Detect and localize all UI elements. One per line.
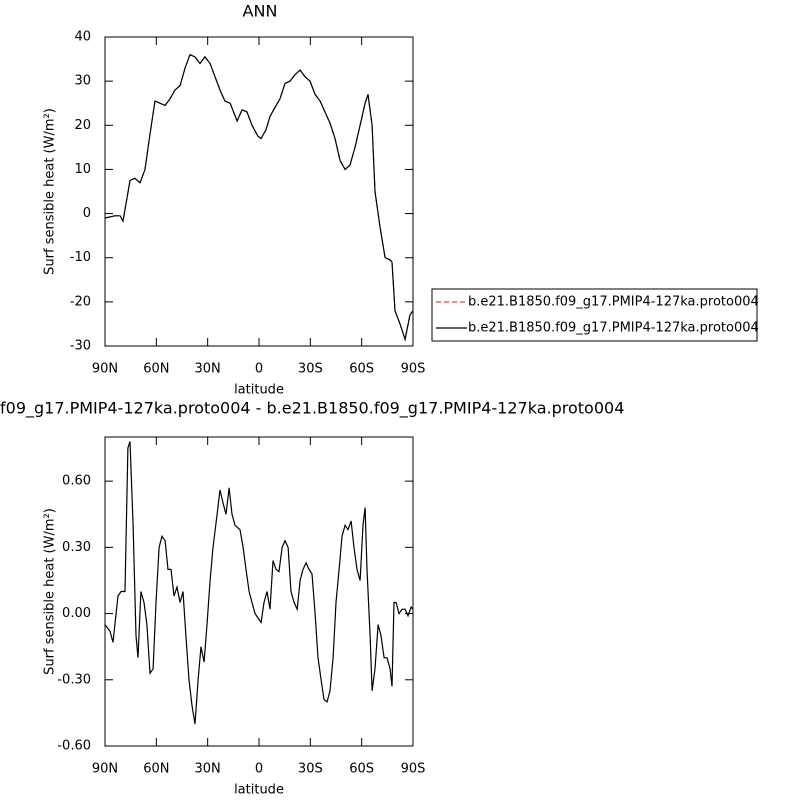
legend-box bbox=[431, 288, 758, 342]
y-tick-label: 20 bbox=[74, 118, 91, 133]
y-tick-label: 30 bbox=[74, 74, 91, 89]
chart-title: ANN bbox=[243, 2, 278, 21]
x-tick-label: 60S bbox=[349, 362, 374, 377]
x-tick-label: 90S bbox=[401, 362, 426, 377]
x-tick-label: 0 bbox=[255, 762, 263, 777]
y-tick-label: 40 bbox=[74, 30, 91, 45]
x-tick-label: 90S bbox=[401, 762, 426, 777]
x-tick-label: 0 bbox=[255, 362, 263, 377]
x-tick-label: 60N bbox=[143, 762, 169, 777]
y-axis-label: Surf sensible heat (W/m²) bbox=[43, 108, 58, 275]
x-tick-label: 60S bbox=[349, 762, 374, 777]
x-tick-label: 60N bbox=[143, 362, 169, 377]
y-tick-label: 0.60 bbox=[62, 474, 91, 489]
x-tick-label: 90N bbox=[92, 362, 118, 377]
legend-label: b.e21.B1850.f09_g17.PMIP4-127ka.proto004 bbox=[468, 295, 759, 310]
x-tick-label: 30S bbox=[298, 762, 323, 777]
data-line bbox=[104, 441, 414, 724]
x-tick-label: 30N bbox=[195, 762, 221, 777]
y-tick-label: 0.00 bbox=[62, 606, 91, 621]
y-tick-label: -10 bbox=[70, 250, 91, 265]
legend-label: b.e21.B1850.f09_g17.PMIP4-127ka.proto004 bbox=[468, 321, 759, 336]
y-tick-label: -0.60 bbox=[57, 739, 91, 754]
chart-title: f09_g17.PMIP4-127ka.proto004 - b.e21.B18… bbox=[0, 399, 624, 419]
y-tick-label: -20 bbox=[70, 294, 91, 309]
plot-frame bbox=[104, 436, 414, 747]
y-tick-label: 0 bbox=[83, 206, 91, 221]
x-tick-label: 30N bbox=[195, 362, 221, 377]
x-tick-label: 90N bbox=[92, 762, 118, 777]
plot-frame bbox=[104, 36, 414, 347]
data-line bbox=[104, 53, 414, 342]
y-axis-label: Surf sensible heat (W/m²) bbox=[43, 508, 58, 675]
y-tick-label: 10 bbox=[74, 162, 91, 177]
y-tick-label: 0.30 bbox=[62, 540, 91, 555]
x-axis-label: latitude bbox=[234, 783, 284, 798]
x-axis-label: latitude bbox=[234, 383, 284, 398]
y-tick-label: -30 bbox=[70, 339, 91, 354]
y-tick-label: -0.30 bbox=[57, 672, 91, 687]
x-tick-label: 30S bbox=[298, 362, 323, 377]
